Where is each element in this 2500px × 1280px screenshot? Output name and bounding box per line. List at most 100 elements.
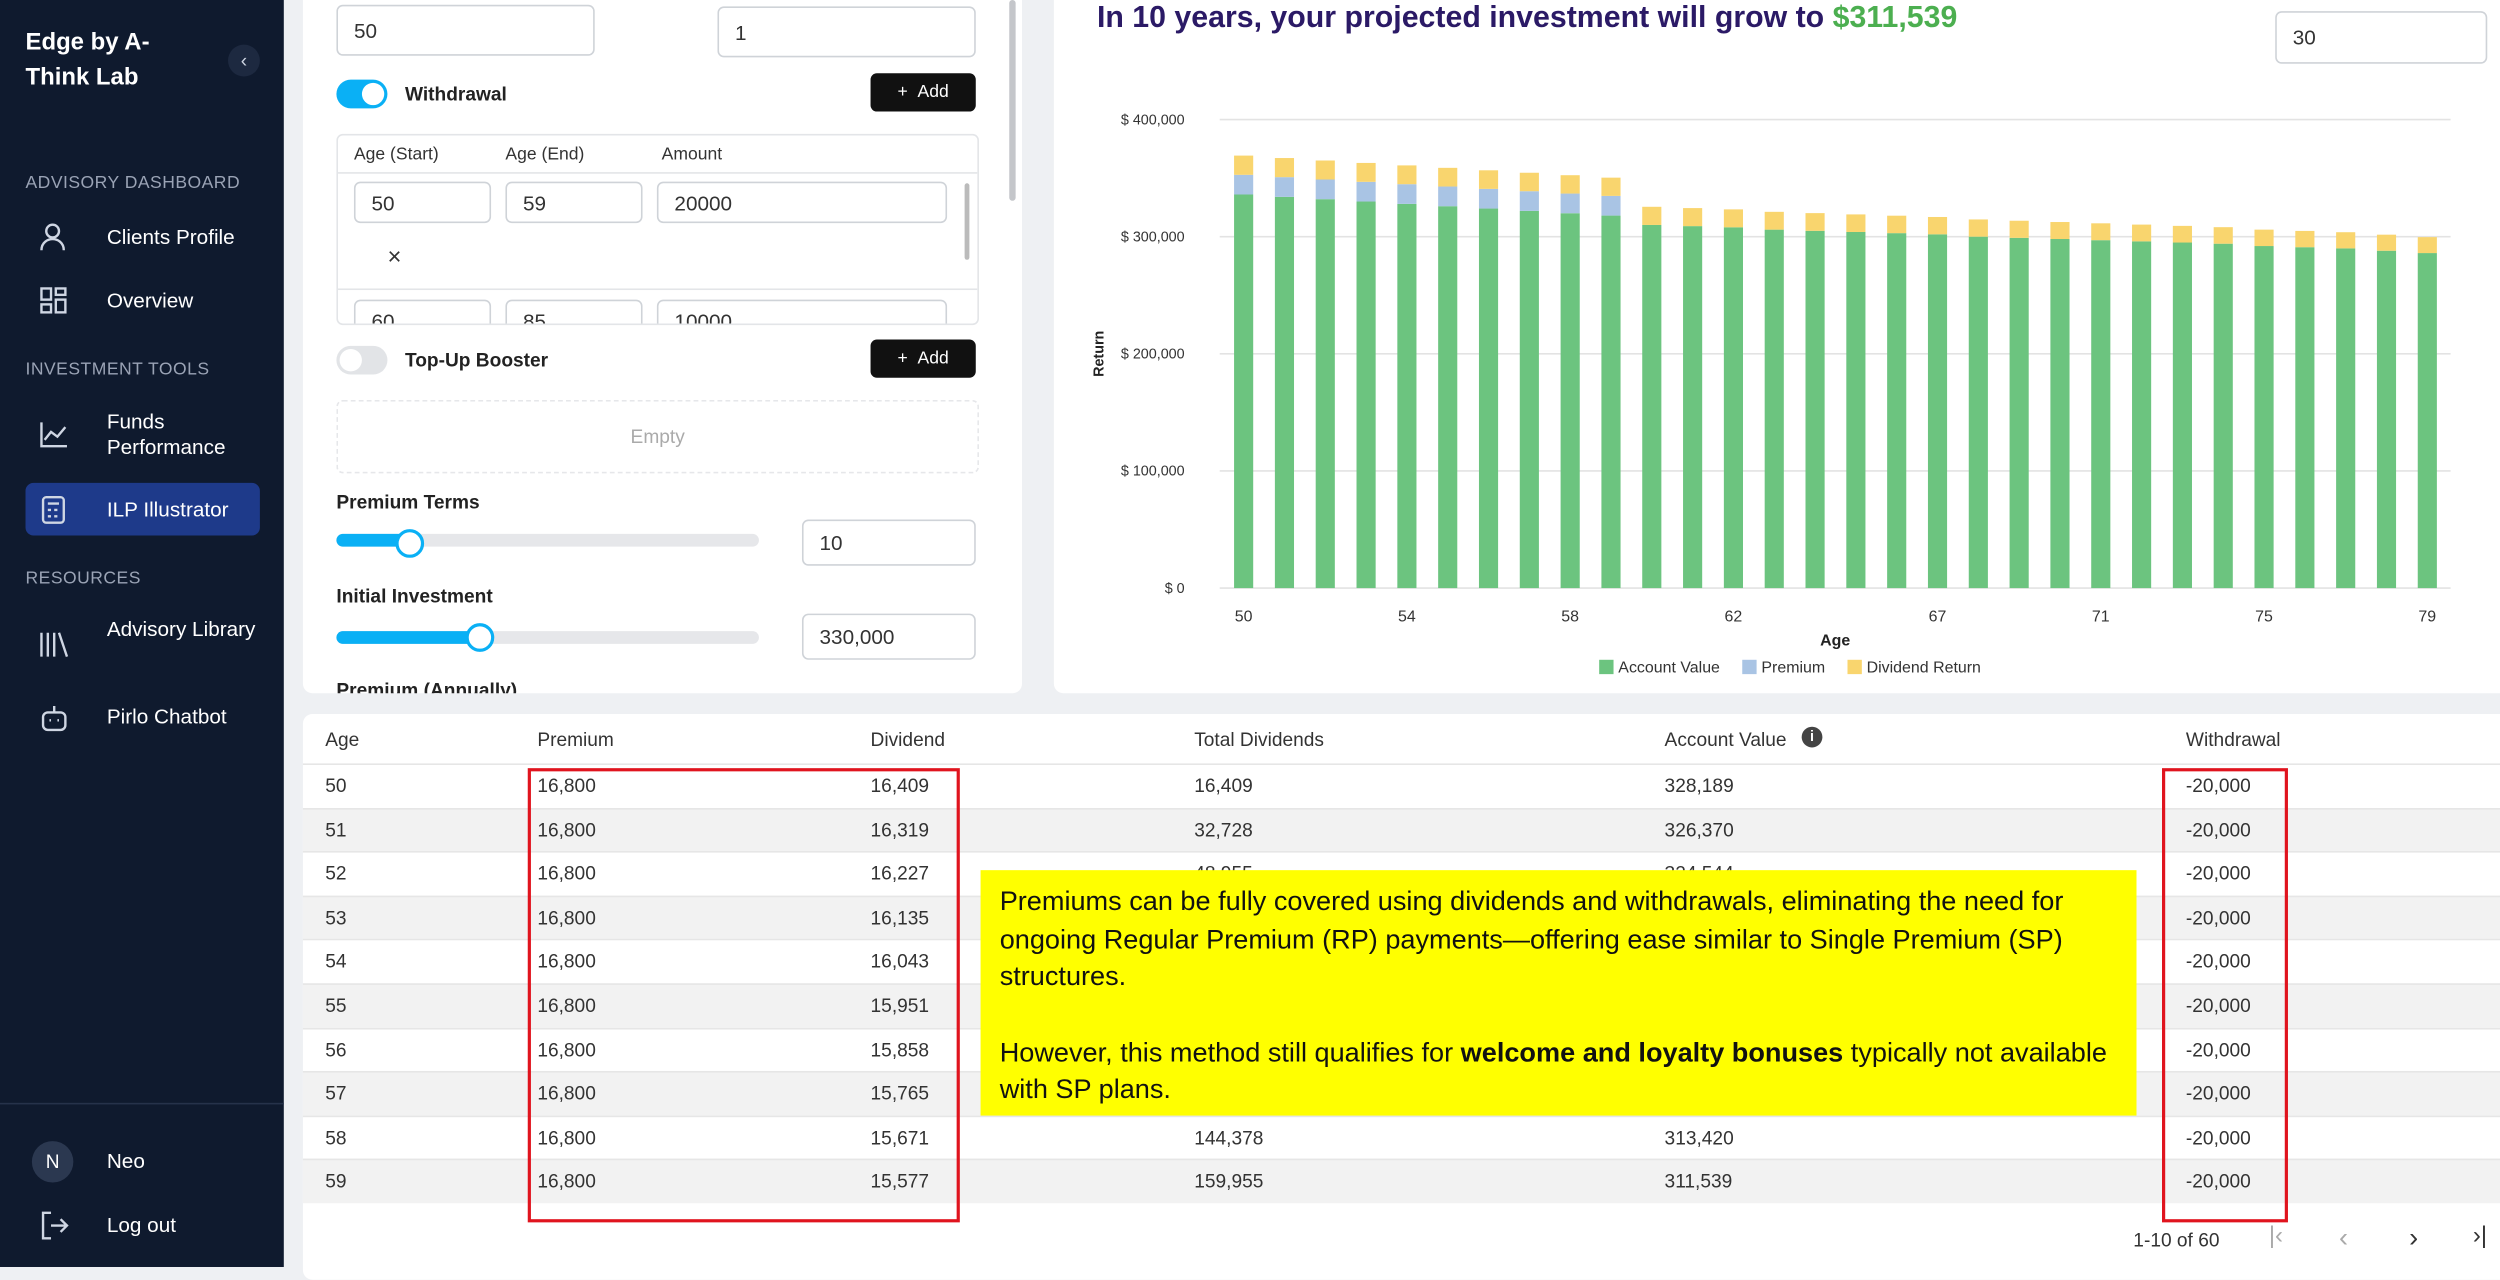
bar-segment	[2336, 232, 2356, 249]
nav-item[interactable]: ILP Illustrator	[106, 497, 229, 522]
x-tick-label: 71	[2092, 609, 2110, 626]
input[interactable]: 59	[505, 181, 643, 224]
divider	[0, 1102, 284, 1105]
title-text: In 10 years, your projected investment w…	[1096, 1, 1825, 36]
bar-segment	[1723, 209, 1743, 228]
table-cell: 55	[325, 994, 347, 1017]
bar-segment	[2213, 227, 2233, 244]
table-cell: 15,577	[870, 1170, 930, 1193]
nav-item[interactable]: Overview	[106, 288, 194, 313]
row-line	[302, 1159, 2500, 1161]
collapse-button[interactable]: ‹	[227, 44, 260, 77]
toggle[interactable]	[336, 79, 388, 109]
nav-item[interactable]: Clients Profile	[106, 224, 235, 249]
input[interactable]: 10	[801, 519, 976, 566]
bar-segment	[2376, 250, 2397, 589]
legend-swatch	[1847, 659, 1862, 675]
bar-segment	[1846, 214, 1866, 232]
annotation: Premiums can be fully covered using divi…	[980, 870, 2137, 1116]
input[interactable]: 85	[505, 299, 643, 324]
table-cell: 16,800	[537, 906, 596, 929]
column-header: Age (Start)	[353, 145, 439, 165]
table-cell: 16,800	[537, 1126, 596, 1149]
highlight-box	[2162, 768, 2288, 1223]
table-cell: 57	[325, 1082, 347, 1105]
table-cell: -20,000	[2185, 906, 2251, 929]
logout[interactable]: Log out	[106, 1212, 176, 1237]
table-cell: -20,000	[2185, 950, 2251, 973]
label: Premium (Annually)	[336, 678, 518, 694]
legend-label: Account Value	[1618, 660, 1720, 677]
toggle[interactable]	[336, 345, 388, 375]
bar-segment	[1601, 177, 1621, 196]
nav-item[interactable]: Funds Performance	[106, 409, 226, 459]
bar-segment	[1478, 208, 1499, 589]
y-tick-label: $ 0	[1165, 581, 1185, 597]
table-cell: 328,189	[1664, 774, 1734, 797]
bar-segment	[1274, 196, 1295, 589]
label: Premium Terms	[336, 490, 480, 514]
table-cell: 16,409	[870, 774, 930, 797]
user-name: Neo	[106, 1149, 145, 1173]
nav-item[interactable]: Pirlo Chatbot	[106, 704, 227, 729]
annotation-text: However, this method still qualifies for…	[1000, 1034, 2118, 1109]
button-text: Add	[917, 349, 949, 369]
table-cell: 311,539	[1664, 1170, 1733, 1193]
bar-segment	[1438, 167, 1458, 187]
input[interactable]: 50	[336, 4, 595, 56]
label: Initial Investment	[336, 584, 493, 608]
bar-segment	[1805, 230, 1825, 589]
table-cell: 159,955	[1194, 1170, 1264, 1193]
input[interactable]: 1	[717, 6, 976, 58]
input[interactable]: 50	[353, 181, 492, 224]
bar-segment	[1642, 206, 1662, 225]
bar-segment	[1397, 165, 1417, 185]
slider-thumb[interactable]	[465, 623, 495, 652]
legend-swatch	[1599, 659, 1614, 675]
section-title: RESOURCES	[25, 568, 141, 589]
table-cell: 144,378	[1194, 1126, 1264, 1149]
next-page[interactable]: ›	[2409, 1222, 2419, 1253]
years-input[interactable]: 30	[2275, 11, 2488, 64]
table-cell: 326,370	[1664, 818, 1734, 841]
bar-segment	[2295, 230, 2315, 248]
table-cell: 53	[325, 906, 347, 929]
add-button[interactable]: + Add	[870, 73, 976, 112]
row-line	[302, 1115, 2500, 1117]
column-header: Total Dividends	[1194, 728, 1324, 751]
section-title: INVESTMENT TOOLS	[25, 360, 210, 380]
bar-segment	[1274, 158, 1295, 178]
slider-track[interactable]	[336, 533, 759, 547]
last-page[interactable]: ›|	[2472, 1222, 2488, 1250]
nav-item[interactable]: Advisory Library	[106, 616, 256, 641]
table-cell: 15,671	[870, 1126, 930, 1149]
highlight-box	[527, 768, 960, 1223]
icon	[40, 632, 69, 657]
divider	[338, 172, 978, 174]
table-cell: 16,043	[870, 950, 930, 973]
y-tick-label: $ 100,000	[1121, 464, 1185, 480]
first-page[interactable]: |‹	[2268, 1222, 2284, 1250]
bar-segment	[1234, 174, 1254, 195]
input[interactable]: 330,000	[801, 613, 976, 660]
input[interactable]: 60	[353, 299, 492, 324]
slider-thumb[interactable]	[395, 529, 425, 558]
input[interactable]: 20000	[656, 181, 948, 224]
bar-segment	[1438, 186, 1458, 207]
sidebar: Edge by A-Think Lab ‹ ADVISORY DASHBOARD…	[0, 0, 284, 1267]
table-cell: -20,000	[2185, 994, 2251, 1017]
input[interactable]: 10000	[656, 299, 948, 324]
bar-segment	[2213, 243, 2233, 589]
prev-page[interactable]: ‹	[2338, 1222, 2349, 1253]
bar-segment	[1478, 188, 1499, 209]
table-cell: 59	[325, 1170, 347, 1193]
table-cell: 51	[325, 818, 347, 841]
divider	[338, 288, 978, 291]
table-cell: 52	[325, 862, 347, 885]
slider-track[interactable]	[336, 631, 759, 644]
bar-segment	[1438, 206, 1458, 589]
info-icon: i	[1801, 726, 1823, 748]
add-button[interactable]: + Add	[870, 339, 976, 378]
remove-button[interactable]: ×	[387, 243, 402, 271]
form-panel: 50 1 Withdrawal + Add Age (Start) Age (E…	[302, 0, 1023, 694]
